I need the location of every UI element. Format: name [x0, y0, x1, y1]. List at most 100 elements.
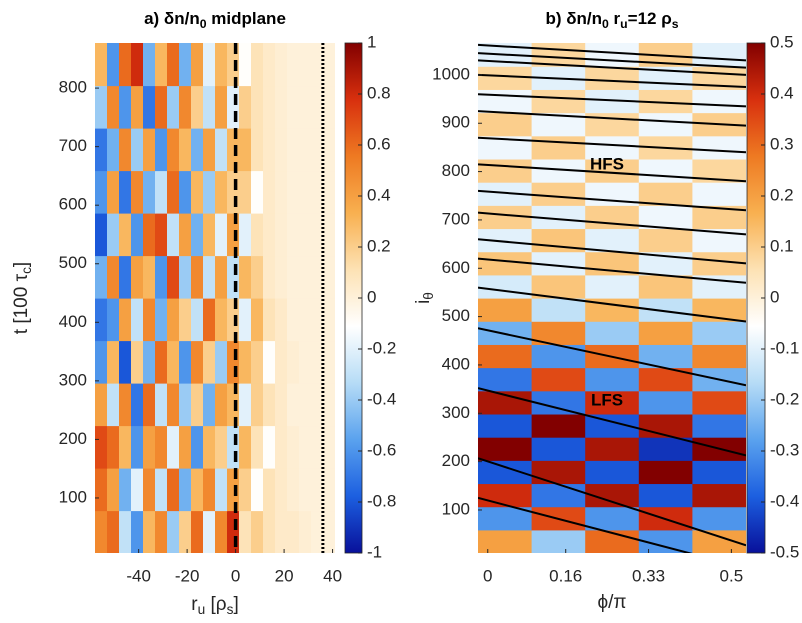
- heatmap-cell: [263, 43, 276, 87]
- heatmap-cell: [311, 170, 324, 214]
- heatmap-cell: [191, 85, 204, 129]
- heatmap-cell: [227, 510, 240, 553]
- heatmap-cell: [287, 170, 300, 214]
- heatmap-cell: [95, 255, 108, 299]
- heatmap-cell: [227, 213, 240, 257]
- heatmap-cell: [323, 510, 335, 553]
- heatmap-cell: [692, 413, 746, 438]
- heatmap-cell: [692, 182, 746, 206]
- heatmap-cell: [167, 298, 180, 342]
- heatmap-cell: [478, 390, 533, 415]
- heatmap-cell: [323, 468, 335, 512]
- heatmap-cell: [531, 89, 586, 114]
- heatmap-cell: [227, 383, 240, 427]
- colorbar-tick-label: -0.6: [367, 440, 396, 459]
- heatmap-cell: [95, 85, 108, 129]
- heatmap-cell: [323, 340, 335, 384]
- colorbar-tick-label: 0: [770, 287, 779, 306]
- heatmap-cell: [143, 43, 156, 87]
- heatmap-cell: [478, 529, 533, 553]
- heatmap-cell: [119, 383, 132, 427]
- colorbar-tick-label: 1: [367, 32, 376, 51]
- heatmap-cell: [638, 158, 693, 183]
- colorbar-tick-label: 0.4: [770, 83, 794, 102]
- heatmap-cell: [155, 255, 168, 299]
- colorbar-tick-label: -0.2: [367, 338, 396, 357]
- heatmap-cell: [131, 298, 144, 342]
- heatmap-cell: [167, 425, 180, 469]
- heatmap-cell: [692, 321, 746, 345]
- contour-line: [478, 110, 746, 127]
- y-axis-label-part: t [100 τ: [11, 273, 32, 334]
- heatmap-cell: [585, 112, 640, 137]
- heatmap-cell: [119, 213, 132, 257]
- heatmap-cell: [299, 213, 312, 257]
- heatmap-cell: [263, 340, 276, 384]
- heatmap-cell: [531, 321, 586, 345]
- heatmap-cell: [203, 213, 216, 257]
- heatmap-cell: [167, 383, 180, 427]
- heatmap-cell: [251, 170, 264, 214]
- heatmap-cell: [638, 460, 693, 485]
- heatmap-cell: [203, 128, 216, 172]
- heatmap-cell: [275, 170, 288, 214]
- heatmap-cell: [692, 460, 746, 485]
- heatmap-cell: [478, 135, 533, 160]
- heatmap-cell: [585, 228, 640, 253]
- y-tick-label: 100: [442, 499, 470, 518]
- colorbar-tick-label: 0.8: [367, 83, 391, 102]
- contour-line: [478, 496, 693, 553]
- heatmap-cell: [191, 298, 204, 342]
- heatmap-cell: [95, 340, 108, 384]
- heatmap-cell: [179, 128, 192, 172]
- heatmap-cell: [155, 43, 168, 87]
- heatmap-cell: [299, 85, 312, 129]
- heatmap-cell: [155, 340, 168, 384]
- heatmap-cell: [167, 85, 180, 129]
- heatmap-cell: [131, 43, 144, 87]
- heatmap-cell: [179, 340, 192, 384]
- heatmap-cell: [179, 213, 192, 257]
- heatmap-cell: [478, 437, 533, 461]
- colorbar-tick-label: -0.8: [367, 491, 396, 510]
- heatmap-cell: [692, 390, 746, 415]
- heatmap-cell: [203, 510, 216, 553]
- heatmap-cell: [119, 468, 132, 512]
- heatmap-cell: [638, 89, 693, 114]
- x-axis-label-part: ]: [233, 594, 238, 615]
- heatmap-cell: [478, 182, 533, 206]
- heatmap-cell: [478, 251, 533, 276]
- x-tick-label: 0.33: [632, 566, 665, 585]
- contour-line: [478, 286, 746, 323]
- heatmap-cell: [263, 510, 276, 553]
- heatmap-cell: [239, 170, 252, 214]
- heatmap-cell: [638, 483, 693, 508]
- heatmap-cell: [143, 128, 156, 172]
- heatmap-cell: [287, 255, 300, 299]
- heatmap-cell: [107, 128, 120, 172]
- heatmap-cell: [131, 468, 144, 512]
- chart-title-part: midplane: [207, 9, 286, 28]
- y-tick-label: 1000: [432, 64, 470, 83]
- heatmap-cell: [478, 344, 533, 369]
- heatmap-cell: [323, 425, 335, 469]
- heatmap-cell: [299, 383, 312, 427]
- heatmap-cell: [311, 128, 324, 172]
- y-axis-label-part: c: [19, 267, 34, 274]
- heatmap-cell: [323, 43, 335, 87]
- heatmap-cell: [311, 85, 324, 129]
- heatmap-cell: [155, 170, 168, 214]
- heatmap-cell: [478, 298, 533, 322]
- heatmap-cell: [263, 213, 276, 257]
- heatmap-cell: [155, 128, 168, 172]
- heatmap-cell: [167, 340, 180, 384]
- chart-title-part: a) δn/n: [144, 9, 200, 28]
- heatmap-cell: [107, 43, 120, 87]
- heatmap-cell: [531, 413, 586, 438]
- heatmap-cell: [155, 383, 168, 427]
- heatmap-cell: [239, 383, 252, 427]
- heatmap-cell: [203, 170, 216, 214]
- heatmap-cell: [478, 205, 533, 230]
- heatmap-cell: [107, 85, 120, 129]
